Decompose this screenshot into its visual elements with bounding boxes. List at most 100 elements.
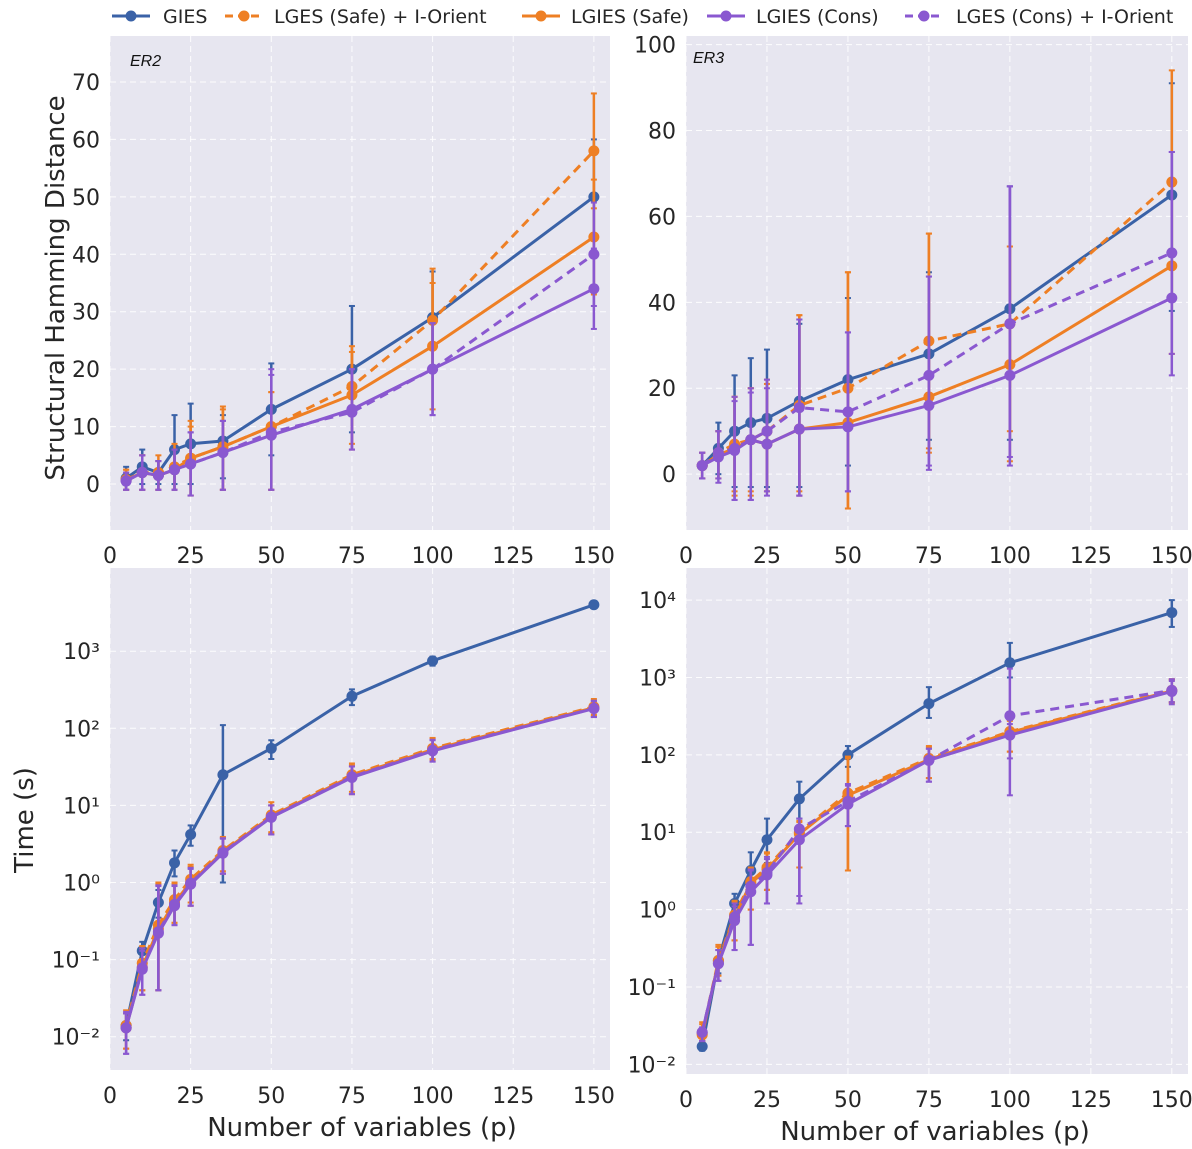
y-tick-label: 10¹	[639, 821, 676, 846]
data-point	[1166, 607, 1178, 619]
x-tick-label: 100	[989, 1088, 1031, 1113]
data-point	[588, 248, 600, 260]
data-point	[427, 655, 439, 667]
x-tick-label: 50	[834, 1088, 862, 1113]
data-point	[761, 867, 773, 879]
y-tick-label: 10¹	[63, 794, 100, 819]
y-tick-label: 20	[72, 358, 100, 383]
series-line	[124, 706, 595, 1029]
x-tick-label: 75	[915, 1088, 943, 1113]
x-tick-label: 125	[492, 1084, 534, 1109]
data-point	[588, 599, 600, 611]
y-tick-label: 0	[662, 463, 676, 488]
y-tick-label: 40	[72, 243, 100, 268]
data-point	[169, 898, 181, 910]
legend-entry-gies: GIES	[112, 6, 207, 28]
y-tick-label: 10²	[63, 717, 100, 742]
data-point	[169, 857, 181, 869]
data-point	[265, 811, 277, 823]
y-tick-label: 40	[648, 291, 676, 316]
data-point	[588, 702, 600, 714]
data-point	[842, 795, 854, 807]
x-tick-label: 125	[1070, 544, 1112, 569]
data-point	[346, 690, 358, 702]
y-tick-label: 0	[86, 473, 100, 498]
x-tick-label: 25	[753, 544, 781, 569]
panel-er2-shd: 0 25 50 75 100 125 150 0 10 20 30 40 50 60 70	[72, 36, 615, 569]
x-tick-label: 50	[257, 544, 285, 569]
x-tick-label: 25	[177, 1084, 205, 1109]
panel-er3-time: 0 25 50 75 100 125 150 10⁻² 10⁻¹ 10⁰ 10¹ 10² 10³ 10⁴	[628, 568, 1192, 1113]
legend: GIES LGES (Safe) + I-Orient LGIES (Safe)…	[112, 6, 1173, 28]
y-tick-label: 80	[648, 120, 676, 145]
series-line	[700, 688, 1173, 1033]
data-point	[1004, 318, 1016, 330]
data-point	[427, 363, 439, 375]
x-tick-label: 50	[257, 1084, 285, 1109]
y-tick-label: 30	[72, 301, 100, 326]
data-point	[761, 834, 773, 846]
legend-label-gies: GIES	[163, 6, 207, 28]
y-tick-label: 50	[72, 186, 100, 211]
legend-entry-lgies-cons: LGIES (Cons)	[707, 6, 879, 28]
x-tick-label: 125	[492, 544, 534, 569]
legend-label-lges-cons-iorient: LGES (Cons) + I-Orient	[956, 6, 1173, 28]
x-tick-label: 150	[573, 544, 615, 569]
data-point	[185, 458, 197, 470]
x-tick-label: 100	[989, 544, 1031, 569]
y-tick-label: 20	[648, 377, 676, 402]
data-point	[696, 460, 708, 472]
series-line	[125, 287, 595, 483]
data-point	[217, 769, 229, 781]
y-tick-label: 10⁻¹	[628, 976, 676, 1001]
legend-label-lges-safe-iorient: LGES (Safe) + I-Orient	[274, 6, 487, 28]
series-line	[125, 195, 595, 480]
x-tick-label: 0	[103, 544, 117, 569]
data-point	[152, 926, 164, 938]
data-point	[588, 145, 600, 157]
data-point	[761, 425, 773, 437]
panel-title-er3: ER3	[693, 50, 724, 67]
data-point	[729, 911, 741, 923]
legend-entry-lgies-safe: LGIES (Safe)	[522, 6, 689, 28]
x-tick-label: 75	[338, 1084, 366, 1109]
legend-entry-lges-safe-iorient: LGES (Safe) + I-Orient	[225, 6, 487, 28]
data-point	[1004, 710, 1016, 722]
plot-background	[110, 568, 610, 1070]
panel-er2-time: 0 25 50 75 100 125 150 10⁻² 10⁻¹ 10⁰ 10¹ 10² 10³	[52, 568, 615, 1109]
data-point	[696, 1041, 708, 1053]
data-point	[185, 828, 197, 840]
series-line	[701, 296, 1173, 467]
data-point	[923, 698, 935, 710]
x-tick-label: 150	[1151, 544, 1192, 569]
data-point	[793, 793, 805, 805]
plot-background	[686, 568, 1188, 1074]
data-point	[1004, 657, 1016, 669]
panel-title-er2: ER2	[130, 53, 161, 70]
data-point	[842, 406, 854, 418]
series-lges-cons-i-orient	[120, 699, 600, 1055]
data-point	[1166, 247, 1178, 259]
x-tick-label: 25	[753, 1088, 781, 1113]
data-point	[169, 464, 181, 476]
data-point	[217, 847, 229, 859]
y-tick-label: 10³	[63, 640, 100, 665]
y-tick-label: 70	[72, 71, 100, 96]
x-tick-label: 0	[679, 1088, 693, 1113]
data-point	[793, 823, 805, 835]
y-axis-label-shd: Structural Hamming Distance	[41, 95, 71, 480]
data-point	[120, 475, 132, 487]
legend-label-lgies-cons: LGIES (Cons)	[756, 6, 879, 28]
data-point	[729, 442, 741, 454]
y-tick-label: 10⁻²	[52, 1026, 100, 1051]
y-tick-label: 10⁻¹	[52, 949, 100, 974]
data-point	[745, 880, 757, 892]
legend-label-lgies-safe: LGIES (Safe)	[571, 6, 689, 28]
data-point	[923, 369, 935, 381]
x-tick-label: 75	[338, 544, 366, 569]
plot-background	[686, 36, 1188, 530]
panel-er3-shd: 0 25 50 75 100 125 150 0 20 40 60 80 100	[634, 34, 1192, 569]
legend-entry-lges-cons-iorient: LGES (Cons) + I-Orient	[905, 6, 1173, 28]
data-point	[265, 742, 277, 754]
y-tick-label: 10³	[639, 666, 676, 691]
